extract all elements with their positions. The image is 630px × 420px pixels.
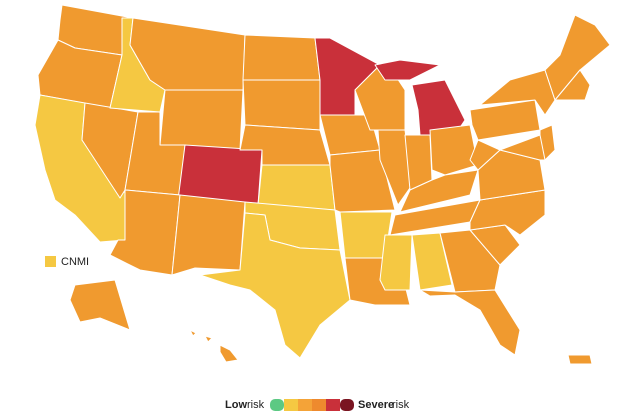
risk-swatch: [298, 399, 312, 411]
legend-severe: Severe: [358, 399, 394, 411]
risk-scale: [270, 399, 354, 411]
risk-swatch: [340, 399, 354, 411]
risk-swatch: [326, 399, 340, 411]
risk-swatch: [312, 399, 326, 411]
legend-severe-unit: risk: [392, 399, 410, 411]
cnmi-swatch: [45, 256, 56, 267]
states: [34, 4, 611, 365]
cnmi-label: CNMI: [61, 256, 89, 268]
legend-low-unit: risk: [247, 399, 265, 411]
legend-low: Low: [225, 399, 247, 411]
risk-swatch: [284, 399, 298, 411]
risk-swatch: [270, 399, 284, 411]
